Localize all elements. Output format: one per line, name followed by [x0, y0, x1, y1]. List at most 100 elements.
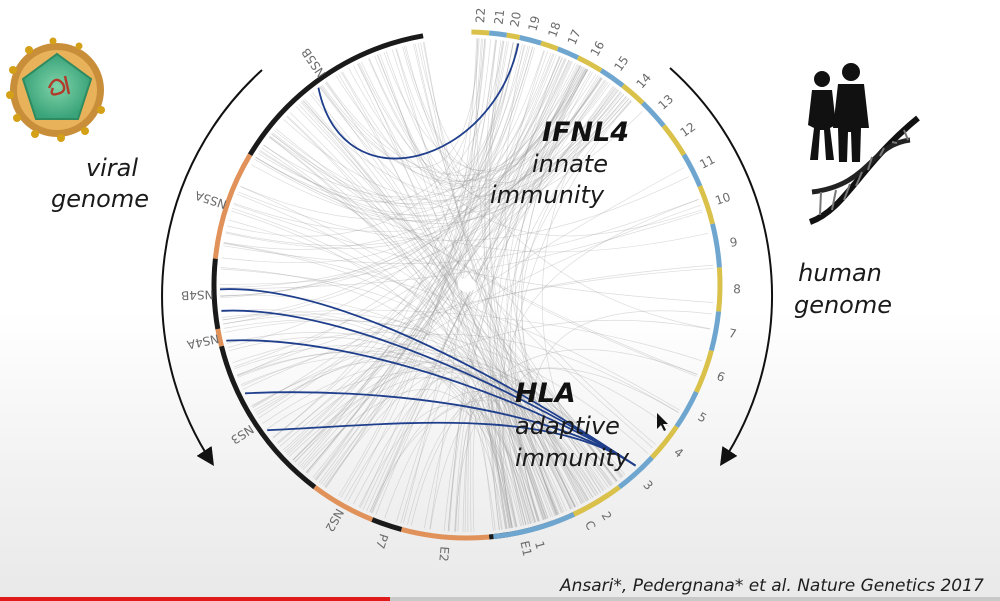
background-link — [225, 63, 578, 249]
background-link — [232, 331, 572, 510]
background-link — [422, 41, 563, 197]
background-link — [255, 42, 514, 216]
background-link — [320, 85, 563, 513]
background-link — [341, 72, 527, 525]
virus-icon — [6, 37, 105, 142]
background-link — [374, 39, 497, 190]
background-link — [417, 42, 624, 183]
background-link — [347, 38, 477, 502]
background-link — [259, 98, 630, 224]
chromosome-segment-21 — [488, 30, 507, 38]
viral-segment-label: NS5B — [299, 45, 329, 80]
viral-segment-ns5b — [247, 33, 424, 156]
chromosome-segment-9 — [710, 223, 722, 268]
chromosome-label: 10 — [713, 190, 732, 208]
background-link — [232, 207, 589, 501]
background-link — [319, 86, 619, 213]
background-link — [258, 60, 571, 419]
dna-helix-icon — [808, 115, 920, 225]
background-link — [221, 309, 589, 501]
video-progress-bar[interactable] — [0, 597, 1000, 601]
chromosome-label: 22 — [473, 7, 488, 23]
background-link — [383, 52, 603, 172]
background-link — [508, 367, 670, 526]
viral-segment-ns3 — [219, 345, 317, 490]
background-link — [376, 54, 656, 445]
highlighted-link — [317, 43, 520, 160]
background-link — [315, 364, 547, 520]
background-link — [541, 87, 616, 493]
background-link — [368, 58, 583, 187]
video-progress-fill — [0, 597, 390, 601]
chromosome-label: 11 — [697, 152, 717, 171]
background-link — [315, 41, 508, 481]
background-link — [307, 43, 518, 474]
highlighted-link — [219, 288, 636, 467]
background-link — [429, 349, 698, 530]
background-link — [515, 69, 588, 504]
background-link — [283, 88, 618, 202]
background-link — [306, 61, 572, 473]
background-link — [524, 404, 592, 515]
background-link — [255, 38, 486, 203]
background-link — [269, 58, 566, 209]
background-link — [219, 79, 605, 288]
background-link — [223, 68, 586, 250]
background-link — [301, 100, 633, 198]
background-link — [326, 74, 597, 176]
background-link — [491, 55, 560, 530]
background-link — [488, 40, 558, 516]
background-link — [489, 40, 546, 520]
chromosome-label: 5 — [695, 410, 709, 426]
background-link — [410, 367, 679, 526]
viral-segment-label: E1 — [517, 540, 534, 558]
viral-segment-label: NS5A — [192, 188, 228, 212]
background-link — [240, 186, 623, 478]
background-link — [220, 68, 588, 297]
background-link — [403, 46, 711, 330]
background-link — [231, 210, 532, 524]
background-link — [443, 68, 587, 531]
background-link — [227, 40, 504, 237]
human-label-line2: genome — [794, 291, 892, 319]
background-link — [325, 60, 570, 488]
background-link — [255, 77, 602, 222]
background-link — [396, 48, 585, 182]
background-link — [259, 82, 609, 217]
background-link — [272, 38, 487, 438]
center-glare — [458, 278, 476, 292]
chromosome-segment-16 — [576, 55, 603, 73]
chromosome-label: 17 — [565, 27, 584, 47]
background-link — [391, 49, 590, 501]
background-link — [233, 204, 714, 303]
background-link — [223, 319, 648, 454]
background-link — [503, 95, 627, 523]
background-link — [487, 391, 539, 530]
background-link — [319, 38, 480, 169]
background-link — [284, 65, 582, 452]
background-link — [498, 380, 559, 523]
background-link — [237, 193, 517, 528]
background-link — [420, 42, 576, 508]
background-link — [257, 77, 603, 204]
background-link — [510, 65, 582, 522]
chromosome-segment-7 — [708, 311, 722, 352]
background-link — [282, 51, 548, 451]
chromosome-segment-2 — [572, 485, 621, 517]
background-link — [424, 403, 513, 529]
background-link — [236, 267, 714, 376]
background-link — [220, 267, 517, 528]
background-link — [372, 390, 599, 514]
background-link — [274, 43, 518, 201]
viral-label-line2: genome — [51, 185, 149, 213]
background-link — [300, 102, 537, 523]
background-link — [455, 395, 572, 532]
background-link — [302, 389, 521, 527]
background-link — [402, 46, 576, 171]
background-link — [272, 44, 526, 439]
background-link — [302, 99, 568, 512]
background-link — [521, 94, 625, 503]
chromosome-segment-5 — [674, 390, 699, 428]
people-icon — [808, 63, 869, 162]
